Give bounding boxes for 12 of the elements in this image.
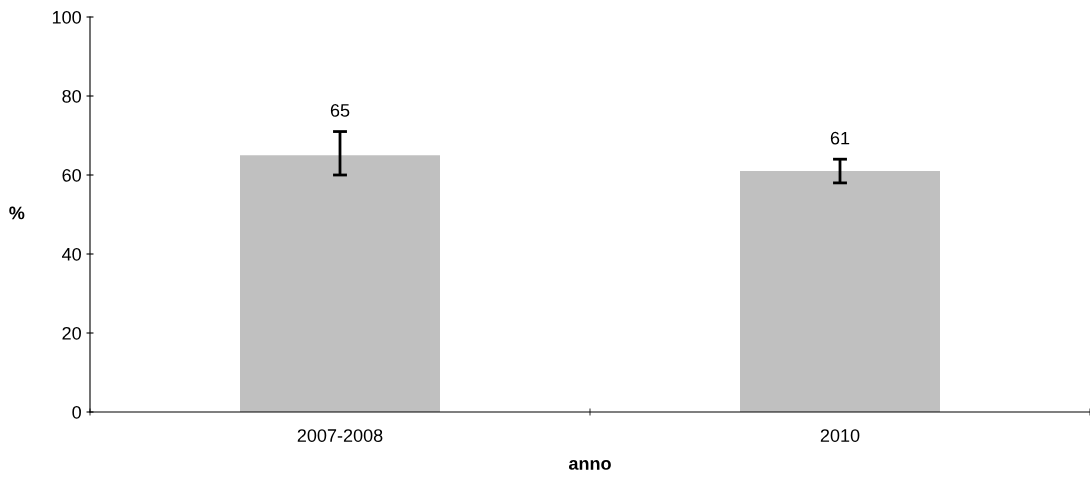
y-tick-label: 60 [62, 168, 81, 182]
x-tick-label: 2007-2008 [297, 429, 383, 442]
data-label: 61 [830, 131, 850, 145]
y-tick-label: 40 [62, 247, 81, 261]
data-label: 65 [330, 104, 350, 117]
y-tick-label: 100 [52, 10, 81, 24]
x-tick-label: 2010 [820, 429, 860, 442]
y-axis-title: % [9, 206, 25, 220]
y-tick-label: 20 [62, 326, 81, 340]
y-tick-label: 80 [62, 89, 81, 103]
y-tick-label: 0 [72, 405, 81, 419]
x-axis-title: anno [568, 459, 611, 470]
